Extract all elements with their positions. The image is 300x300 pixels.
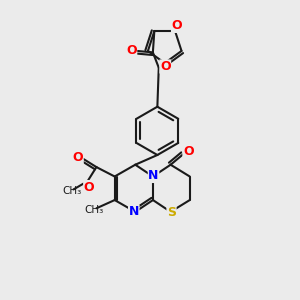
Text: O: O <box>183 145 194 158</box>
Text: CH₃: CH₃ <box>62 186 82 196</box>
Text: CH₃: CH₃ <box>84 205 104 215</box>
Text: S: S <box>167 206 176 219</box>
Text: O: O <box>126 44 137 57</box>
Text: O: O <box>172 20 182 32</box>
Text: O: O <box>84 181 94 194</box>
Text: O: O <box>73 151 83 164</box>
Text: N: N <box>129 205 139 218</box>
Text: O: O <box>160 60 170 73</box>
Text: N: N <box>148 169 159 182</box>
